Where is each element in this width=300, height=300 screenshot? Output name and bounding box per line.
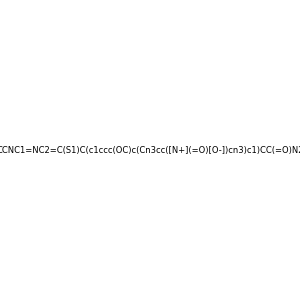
Text: CCNC1=NC2=C(S1)C(c1ccc(OC)c(Cn3cc([N+](=O)[O-])cn3)c1)CC(=O)N2: CCNC1=NC2=C(S1)C(c1ccc(OC)c(Cn3cc([N+](=… bbox=[0, 146, 300, 154]
